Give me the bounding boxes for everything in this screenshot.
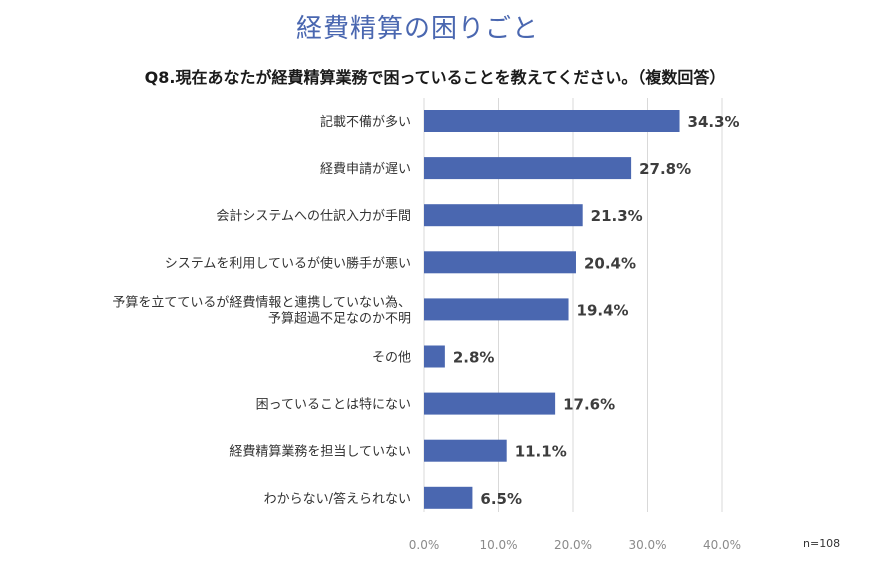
data-label: 27.8% [639, 160, 691, 178]
category-label: 会計システムへの仕訳入力が手間 [216, 208, 411, 224]
bar [424, 298, 569, 321]
category-label: わからない/答えられない [264, 491, 411, 507]
category-label: 経費精算業務を担当していない [229, 444, 411, 460]
x-axis-ticks: 0.0% 10.0% 20.0% 30.0% 40.0% [409, 538, 741, 552]
x-tick-label: 30.0% [628, 538, 666, 552]
bar [424, 110, 680, 132]
x-tick-label: 20.0% [554, 538, 592, 552]
data-label: 20.4% [584, 254, 636, 272]
x-tick-label: 10.0% [479, 538, 517, 552]
data-label: 21.3% [591, 207, 643, 225]
category-label: その他 [372, 351, 411, 366]
bars [424, 110, 680, 509]
bar [424, 439, 507, 462]
x-tick-label: 40.0% [703, 538, 741, 552]
bar [424, 392, 556, 415]
category-label: 予算を立てているが経費情報と連携していない為、 [112, 294, 411, 310]
category-label: 経費申請が遅い [320, 162, 411, 177]
data-label: 34.3% [688, 113, 740, 131]
category-labels: 記載不備が多い経費申請が遅い会計システムへの仕訳入力が手間システムを利用している… [112, 114, 411, 507]
data-label: 6.5% [480, 490, 522, 508]
bar [424, 251, 576, 274]
sample-size-note: n=108 [803, 537, 840, 550]
bar [424, 157, 632, 180]
bar [424, 486, 473, 509]
bar [424, 204, 583, 227]
category-label: システムを利用しているが使い勝手が悪い [165, 255, 411, 271]
chart-question: Q8.現在あなたが経費精算業務で困っていることを教えてください。（複数回答） [144, 68, 726, 87]
value-labels: 34.3% 27.8% 21.3% 20.4% 19.4% 2.8% 17.6% 11.1% 6… [453, 113, 740, 508]
data-label: 2.8% [453, 349, 495, 367]
data-label: 19.4% [577, 301, 629, 319]
category-label: 記載不備が多い [320, 114, 411, 130]
page-title: 経費精算の困りごと [295, 14, 539, 44]
category-label: 予算超過不足なのか不明 [268, 311, 411, 326]
data-label: 17.6% [563, 396, 615, 414]
data-label: 11.1% [515, 443, 567, 461]
category-label: 困っていることは特にない [256, 398, 411, 413]
bar [424, 345, 445, 368]
x-tick-label: 0.0% [409, 538, 440, 552]
